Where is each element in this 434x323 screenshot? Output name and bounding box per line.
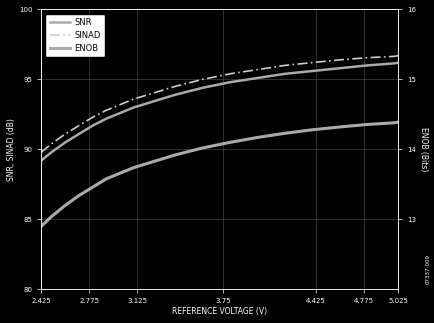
ENOB xyxy=(131,166,136,170)
ENOB xyxy=(395,120,400,124)
SNR xyxy=(336,66,342,70)
ENOB xyxy=(309,128,314,132)
Line: SNR: SNR xyxy=(41,63,398,161)
SNR xyxy=(131,105,136,109)
SNR xyxy=(49,150,54,154)
Text: 07337-009: 07337-009 xyxy=(425,254,430,284)
SINAD xyxy=(117,103,122,107)
ENOB xyxy=(90,185,95,189)
SINAD xyxy=(395,54,400,57)
Line: ENOB: ENOB xyxy=(41,122,398,226)
ENOB xyxy=(282,131,287,135)
SINAD xyxy=(200,78,205,81)
SNR xyxy=(227,80,232,84)
ENOB xyxy=(172,153,178,157)
Line: SINAD: SINAD xyxy=(41,56,398,152)
X-axis label: REFERENCE VOLTAGE (V): REFERENCE VOLTAGE (V) xyxy=(172,307,267,316)
ENOB xyxy=(254,136,260,140)
SNR xyxy=(172,93,178,97)
SNR xyxy=(254,76,260,80)
SINAD xyxy=(104,108,109,112)
SINAD xyxy=(364,56,369,60)
SNR xyxy=(309,69,314,73)
SINAD xyxy=(145,93,150,97)
ENOB xyxy=(104,177,109,181)
SNR xyxy=(117,111,122,115)
SINAD xyxy=(76,124,82,128)
SNR xyxy=(39,159,44,162)
ENOB xyxy=(76,193,82,197)
ENOB xyxy=(145,162,150,165)
SNR xyxy=(391,61,397,65)
SINAD xyxy=(49,142,54,146)
Y-axis label: ENOB (Bits): ENOB (Bits) xyxy=(418,127,427,172)
SNR xyxy=(395,61,400,65)
SNR xyxy=(145,101,150,105)
SINAD xyxy=(254,68,260,71)
SNR xyxy=(364,63,369,67)
SNR xyxy=(62,141,68,144)
ENOB xyxy=(336,125,342,129)
SNR xyxy=(104,117,109,120)
Y-axis label: SNR, SINAD (dB): SNR, SINAD (dB) xyxy=(7,118,16,181)
SNR xyxy=(282,72,287,76)
SINAD xyxy=(172,84,178,88)
SINAD xyxy=(391,54,397,58)
SNR xyxy=(200,86,205,90)
SINAD xyxy=(282,63,287,67)
ENOB xyxy=(200,146,205,150)
SINAD xyxy=(131,97,136,101)
SINAD xyxy=(227,72,232,76)
SINAD xyxy=(90,115,95,119)
ENOB xyxy=(117,171,122,175)
ENOB xyxy=(62,203,68,207)
ENOB xyxy=(227,141,232,144)
SINAD xyxy=(62,132,68,136)
SINAD xyxy=(309,61,314,65)
ENOB xyxy=(39,224,44,228)
SNR xyxy=(90,124,95,128)
Legend: SNR, SINAD, ENOB: SNR, SINAD, ENOB xyxy=(45,14,105,57)
ENOB xyxy=(391,121,397,125)
ENOB xyxy=(49,214,54,218)
SINAD xyxy=(39,150,44,154)
SNR xyxy=(76,132,82,136)
SINAD xyxy=(336,58,342,62)
ENOB xyxy=(364,122,369,126)
